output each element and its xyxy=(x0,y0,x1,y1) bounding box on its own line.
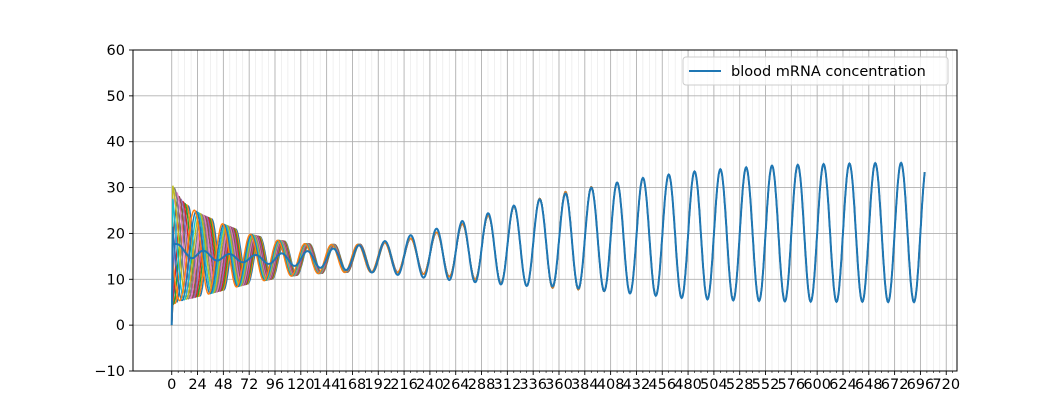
x-tick-label: 384 xyxy=(571,377,599,393)
x-tick-label: 96 xyxy=(266,377,284,393)
x-tick-label: 672 xyxy=(881,377,909,393)
x-tick-label: 120 xyxy=(287,377,315,393)
y-tick-label: 30 xyxy=(107,181,125,197)
x-tick-label: 648 xyxy=(855,377,883,393)
x-tick-label: 336 xyxy=(519,377,547,393)
highlight-series-group xyxy=(170,161,926,326)
legend-label: blood mRNA concentration xyxy=(731,64,926,80)
x-tick-label: 240 xyxy=(416,377,444,393)
x-tick-label: 168 xyxy=(339,377,367,393)
blood-mrna-series-line xyxy=(170,161,926,326)
x-tick-label: 720 xyxy=(932,377,960,393)
x-axis: 0 24 48 72 96 1201441681922162402642883123363… xyxy=(167,371,960,393)
y-tick-label: 60 xyxy=(107,43,125,59)
y-tick-label: −10 xyxy=(94,364,125,380)
x-tick-label: 312 xyxy=(494,377,522,393)
x-tick-label: 576 xyxy=(777,377,805,393)
legend: blood mRNA concentration xyxy=(682,56,949,86)
x-tick-label: 264 xyxy=(442,377,470,393)
minor-grid xyxy=(177,50,953,371)
x-tick-label: 696 xyxy=(907,377,935,393)
x-tick-label: 528 xyxy=(726,377,754,393)
x-tick-label: 192 xyxy=(364,377,392,393)
legend-box xyxy=(682,56,949,86)
plot-area-frame xyxy=(132,49,958,372)
y-tick-label: 0 xyxy=(116,318,125,334)
x-tick-label: 624 xyxy=(829,377,857,393)
y-tick-label: 10 xyxy=(107,272,125,288)
x-tick-label: 408 xyxy=(597,377,625,393)
x-tick-label: 24 xyxy=(188,377,206,393)
x-tick-label: 432 xyxy=(623,377,651,393)
x-tick-label: 216 xyxy=(390,377,418,393)
x-tick-label: 456 xyxy=(648,377,676,393)
x-tick-label: 480 xyxy=(674,377,702,393)
x-tick-label: 504 xyxy=(700,377,728,393)
y-tick-label: 40 xyxy=(107,135,125,151)
x-tick-label: 72 xyxy=(240,377,258,393)
y-tick-label: 20 xyxy=(107,226,125,242)
x-tick-label: 144 xyxy=(313,377,341,393)
y-axis: −10 0 10 20 30 40 50 60 xyxy=(94,43,133,380)
y-tick-label: 50 xyxy=(107,89,125,105)
x-tick-label: 0 xyxy=(167,377,176,393)
x-tick-label: 600 xyxy=(803,377,831,393)
x-tick-label: 360 xyxy=(545,377,573,393)
x-tick-label: 48 xyxy=(214,377,232,393)
x-tick-label: 552 xyxy=(752,377,780,393)
x-tick-label: 288 xyxy=(468,377,496,393)
